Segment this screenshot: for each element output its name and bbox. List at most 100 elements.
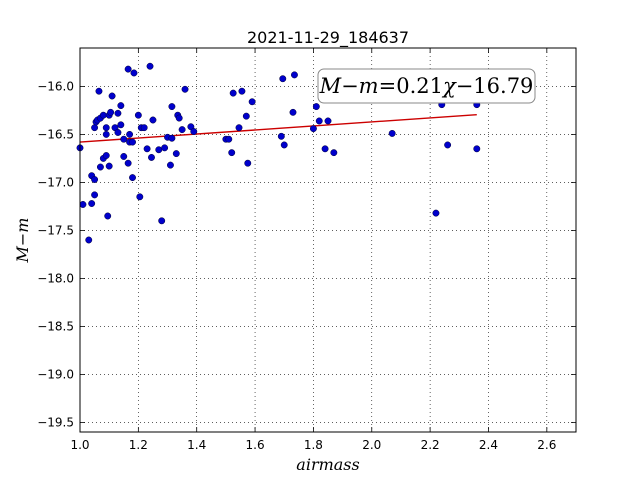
data-point [102,152,110,159]
chart-title: 2021-11-29_184637 [247,28,409,48]
data-point [238,87,246,95]
data-point [130,69,138,77]
data-point [114,109,122,117]
data-point [146,62,154,70]
data-point [181,85,189,93]
fit-equation-equals: = [379,74,397,98]
data-point [190,128,198,135]
y-tick-label: −19.5 [37,415,74,429]
data-point [229,89,237,97]
data-point [175,114,183,122]
data-point [309,125,317,133]
x-tick-label: 1.6 [246,438,265,452]
data-point [99,111,107,119]
data-point [161,144,169,152]
data-point [96,163,104,171]
data-point [105,162,113,170]
x-tick-label: 2.0 [362,438,381,452]
data-point [136,193,144,201]
y-tick-label: −16.0 [37,79,74,93]
data-point [280,141,288,149]
data-point [107,108,115,116]
y-tick-label: −17.5 [37,223,74,237]
y-tick-label: −18.5 [37,319,74,333]
fit-equation-box: M−m=0.21χ−16.79 [317,68,536,104]
data-point [91,124,99,132]
data-point [88,200,96,207]
fit-equation-const: −16.79 [456,74,534,98]
data-point [104,212,112,220]
data-point [134,111,142,119]
data-point [473,145,481,153]
fit-equation-var: χ [441,74,457,98]
data-points [76,62,481,244]
data-point [79,201,87,208]
data-point [166,161,174,169]
x-tick-label: 1.4 [187,438,206,452]
data-point [235,124,243,132]
y-axis-label: M−m [13,218,32,264]
data-point [120,153,128,160]
data-point [124,65,132,73]
data-point [312,103,320,111]
x-tick-label: 1.0 [70,438,89,452]
fit-equation-coef: 0.21 [396,74,443,98]
data-point [324,117,332,125]
data-point [168,103,176,111]
x-tick-label: 2.4 [479,438,498,452]
fit-equation-frame [317,68,536,104]
data-point [91,191,99,199]
data-point [85,236,93,244]
data-point [102,130,110,138]
data-point [444,141,452,149]
data-point [279,75,287,83]
data-point [315,117,323,125]
data-point [277,132,285,140]
data-point [124,159,132,167]
data-point [225,135,233,143]
data-point [330,149,338,157]
data-point [120,135,128,143]
data-point [140,124,148,132]
data-point [143,145,151,153]
plot-border [79,47,577,433]
data-point [129,174,136,182]
data-point [290,71,298,79]
data-point [248,98,256,106]
fit-line-group [79,113,477,143]
data-point [172,150,180,158]
data-point [148,153,155,161]
data-point [114,129,122,136]
data-point [155,146,163,154]
x-tick-label: 2.2 [421,438,440,452]
data-point [158,217,166,225]
data-point [289,108,297,116]
data-point [242,112,250,120]
data-point [149,116,157,124]
y-tick-label: −18.0 [37,271,74,285]
data-point [108,92,116,100]
data-point [117,102,125,110]
data-point [102,124,110,132]
data-point [321,145,329,153]
fit-equation-text: M−m=0.21χ−16.79 [319,74,534,98]
data-point [168,134,176,142]
axis-ticks: 1.0 1.2 1.4 1.6 1.8 2.0 2.2 2.4 2.6 −16.0 −16.5 −17… [37,48,576,452]
x-tick-label: 2.6 [537,438,556,452]
data-point [129,138,136,146]
data-point [95,87,103,95]
data-point [388,129,396,137]
y-tick-label: −16.5 [37,127,74,141]
x-tick-label: 1.2 [129,438,148,452]
data-point [126,130,134,138]
x-axis-label: airmass [296,455,359,474]
plot-area [80,48,576,432]
data-point [432,209,440,217]
data-point [91,176,99,183]
fit-equation-lhs: M−m [319,74,379,98]
fit-line [79,113,477,143]
x-tick-label: 1.8 [304,438,323,452]
data-point [178,126,186,134]
grid-lines [79,48,576,432]
